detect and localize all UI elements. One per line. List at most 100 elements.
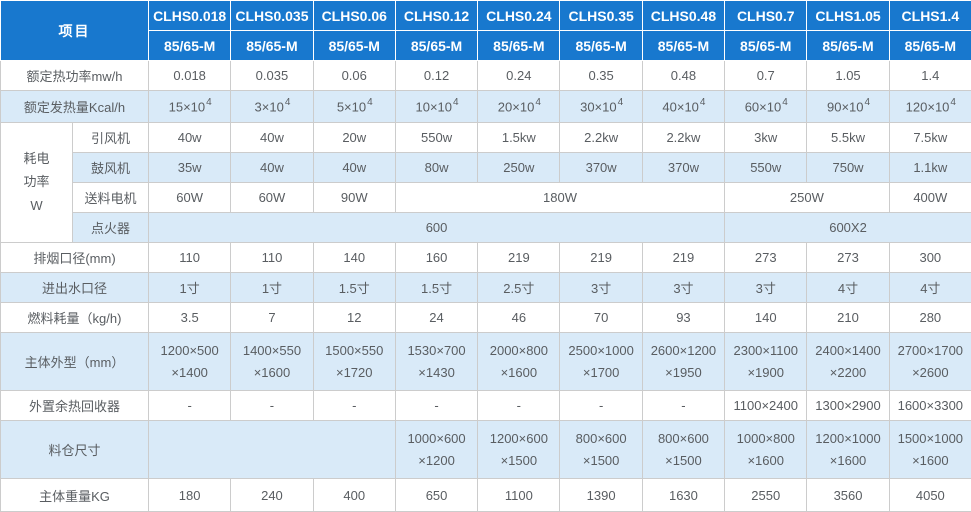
dimension-cell: 1200×600×1500 (478, 421, 560, 479)
model-header: CLHS1.4 (889, 1, 971, 31)
row-hopper-size: 料仓尺寸 1000×600×1200 1200×600×1500 800×600… (1, 421, 971, 479)
value-cell: 1.5kw (478, 123, 560, 153)
heat-mantissa: 40×10 (662, 100, 699, 115)
value-cell: 10×104 (395, 91, 477, 123)
dim-line2: ×1200 (396, 454, 477, 467)
row-label: 主体重量KG (1, 479, 149, 512)
dim-line1: 1500×550 (314, 344, 395, 357)
dimension-cell: 1000×600 ×1200 (395, 421, 477, 479)
value-cell: 5.5kw (807, 123, 889, 153)
group-label-line: 耗电 (1, 152, 72, 166)
dim-line2: ×1950 (643, 366, 724, 379)
value-cell: 90W (313, 183, 395, 213)
dim-line2: ×1500 (643, 454, 724, 467)
dimension-cell: 1200×500×1400 (149, 333, 231, 391)
dimension-cell: 1200×1000×1600 (807, 421, 889, 479)
value-cell: 1.5寸 (395, 273, 477, 303)
value-cell: 0.035 (231, 61, 313, 91)
empty-cell (149, 421, 396, 479)
value-cell: 90×104 (807, 91, 889, 123)
value-cell: 2550 (725, 479, 807, 512)
value-cell: 370w (642, 153, 724, 183)
value-cell: 4050 (889, 479, 971, 512)
value-cell: 60×104 (725, 91, 807, 123)
dim-line1: 2400×1400 (807, 344, 888, 357)
value-cell: 1630 (642, 479, 724, 512)
value-cell: 140 (313, 243, 395, 273)
value-cell: 7 (231, 303, 313, 333)
dim-line1: 1000×800 (725, 432, 806, 445)
value-cell: 1.5寸 (313, 273, 395, 303)
value-cell: 1.4 (889, 61, 971, 91)
dimension-cell: 2600×1200 ×1950 (642, 333, 724, 391)
dim-line2: ×1600 (478, 366, 559, 379)
value-cell: 5×104 (313, 91, 395, 123)
dimension-cell: 1000×800×1600 (725, 421, 807, 479)
value-cell: 35w (149, 153, 231, 183)
dim-line1: 800×600 (560, 432, 641, 445)
merged-value-cell: 250W (725, 183, 890, 213)
dimension-cell: 1500×550×1720 (313, 333, 395, 391)
dim-line2: ×2200 (807, 366, 888, 379)
heat-exponent: 4 (367, 97, 373, 108)
value-cell: 20w (313, 123, 395, 153)
row-label: 外置余热回收器 (1, 391, 149, 421)
value-cell: - (560, 391, 642, 421)
dim-line1: 1500×1000 (890, 432, 971, 445)
variant-header: 85/65-M (725, 31, 807, 61)
value-cell: 12 (313, 303, 395, 333)
dimension-cell: 2500×1000×1700 (560, 333, 642, 391)
value-cell: 7.5kw (889, 123, 971, 153)
heat-mantissa: 10×10 (416, 100, 453, 115)
sub-row-label: 引风机 (73, 123, 149, 153)
row-heat-recovery: 外置余热回收器 - - - - - - - 1100×2400 1300×290… (1, 391, 971, 421)
value-cell: 300 (889, 243, 971, 273)
value-cell: 40w (313, 153, 395, 183)
dim-line1: 2500×1000 (560, 344, 641, 357)
heat-exponent: 4 (782, 97, 788, 108)
heat-exponent: 4 (285, 97, 291, 108)
value-cell: 110 (231, 243, 313, 273)
value-cell: 550w (395, 123, 477, 153)
heat-mantissa: 15×10 (169, 100, 206, 115)
model-header: CLHS0.12 (395, 1, 477, 31)
variant-header: 85/65-M (149, 31, 231, 61)
row-feeder: 送料电机 60W 60W 90W 180W 250W 400W (1, 183, 971, 213)
dim-line1: 2600×1200 (643, 344, 724, 357)
heat-exponent: 4 (453, 97, 459, 108)
heat-exponent: 4 (206, 97, 212, 108)
value-cell: 1300×2900 (807, 391, 889, 421)
value-cell: 180 (149, 479, 231, 512)
value-cell: 273 (725, 243, 807, 273)
value-cell: 1寸 (149, 273, 231, 303)
dim-line2: ×1600 (231, 366, 312, 379)
dim-line2: ×1430 (396, 366, 477, 379)
model-header: CLHS0.035 (231, 1, 313, 31)
value-cell: 400W (889, 183, 971, 213)
heat-mantissa: 5×10 (337, 100, 366, 115)
row-igniter: 点火器 600 600X2 (1, 213, 971, 243)
group-label-line: 功率 (1, 175, 72, 189)
merged-value-cell: 180W (395, 183, 724, 213)
heat-exponent: 4 (700, 97, 706, 108)
variant-header: 85/65-M (231, 31, 313, 61)
value-cell: 30×104 (560, 91, 642, 123)
value-cell: 0.018 (149, 61, 231, 91)
group-label-line: W (1, 199, 72, 213)
row-fuel-consumption: 燃料耗量（kg/h) 3.5 7 12 24 46 70 93 140 210 … (1, 303, 971, 333)
value-cell: - (231, 391, 313, 421)
value-cell: 3寸 (642, 273, 724, 303)
dim-line2: ×1500 (478, 454, 559, 467)
value-cell: 0.35 (560, 61, 642, 91)
value-cell: 650 (395, 479, 477, 512)
value-cell: 160 (395, 243, 477, 273)
row-label: 额定热功率mw/h (1, 61, 149, 91)
dim-line2: ×1900 (725, 366, 806, 379)
variant-header: 85/65-M (313, 31, 395, 61)
dimension-cell: 1500×1000×1600 (889, 421, 971, 479)
value-cell: 0.48 (642, 61, 724, 91)
variant-header: 85/65-M (889, 31, 971, 61)
dim-line1: 1000×600 (396, 432, 477, 445)
value-cell: 1100 (478, 479, 560, 512)
